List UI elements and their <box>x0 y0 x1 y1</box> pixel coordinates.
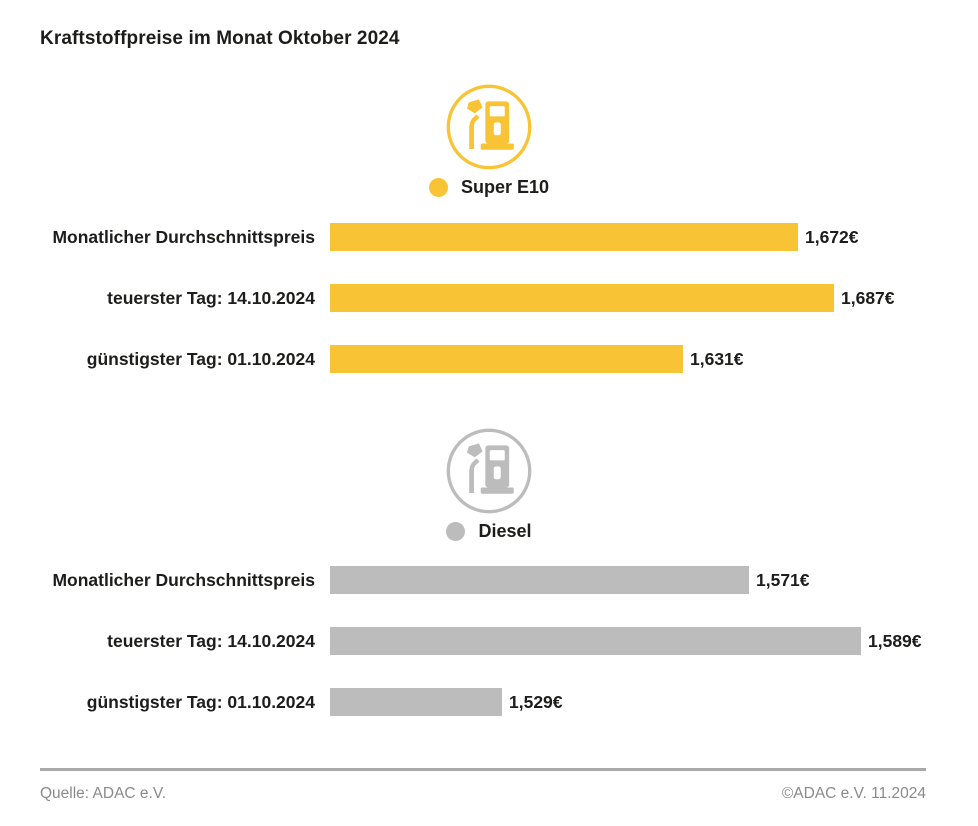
bar-super-average <box>330 223 798 251</box>
diesel-bars: Monatlicher Durchschnittspreis 1,571€ te… <box>0 566 978 716</box>
bar-value: 1,631€ <box>690 348 744 369</box>
super-e10-legend-label: Super E10 <box>460 176 550 197</box>
diesel-legend: Diesel <box>0 520 978 542</box>
bar-row-super-max: teuerster Tag: 14.10.2024 1,687€ <box>0 284 978 312</box>
bar-super-min <box>330 345 683 373</box>
super-e10-legend-dot <box>428 177 448 197</box>
footer: Quelle: ADAC e.V. ©ADAC e.V. 11.2024 <box>40 785 926 803</box>
bar-diesel-max <box>330 627 861 655</box>
bar-row-super-min: günstigster Tag: 01.10.2024 1,631€ <box>0 345 978 373</box>
fuel-pump-icon <box>446 428 532 514</box>
bar-diesel-min <box>330 688 502 716</box>
source-note: Quelle: ADAC e.V. <box>40 785 167 802</box>
fuel-pump-icon <box>446 84 532 170</box>
bar-value: 1,672€ <box>805 226 859 247</box>
diesel-icon-wrap <box>0 427 978 515</box>
bar-label: günstigster Tag: 01.10.2024 <box>86 691 315 712</box>
bar-label: Monatlicher Durchschnittspreis <box>52 569 315 590</box>
super-e10-legend: Super E10 <box>0 176 978 198</box>
bar-label: teuerster Tag: 14.10.2024 <box>107 630 315 651</box>
bar-row-diesel-average: Monatlicher Durchschnittspreis 1,571€ <box>0 566 978 594</box>
bar-label: teuerster Tag: 14.10.2024 <box>107 287 315 308</box>
bar-value: 1,589€ <box>868 630 922 651</box>
bar-label: Monatlicher Durchschnittspreis <box>52 226 315 247</box>
diesel-legend-label: Diesel <box>478 520 532 541</box>
bar-value: 1,529€ <box>509 691 563 712</box>
bar-diesel-average <box>330 566 749 594</box>
page-title: Kraftstoffpreise im Monat Oktober 2024 <box>40 28 400 49</box>
footer-divider <box>40 768 926 771</box>
super-e10-bars: Monatlicher Durchschnittspreis 1,672€ te… <box>0 223 978 373</box>
bar-label: günstigster Tag: 01.10.2024 <box>86 348 315 369</box>
super-e10-icon-wrap <box>0 83 978 171</box>
bar-row-super-average: Monatlicher Durchschnittspreis 1,672€ <box>0 223 978 251</box>
copyright-note: ©ADAC e.V. 11.2024 <box>781 785 926 802</box>
bar-super-max <box>330 284 834 312</box>
bar-row-diesel-min: günstigster Tag: 01.10.2024 1,529€ <box>0 688 978 716</box>
bar-row-diesel-max: teuerster Tag: 14.10.2024 1,589€ <box>0 627 978 655</box>
diesel-legend-dot <box>446 521 466 541</box>
bar-value: 1,687€ <box>841 287 895 308</box>
bar-value: 1,571€ <box>756 569 810 590</box>
